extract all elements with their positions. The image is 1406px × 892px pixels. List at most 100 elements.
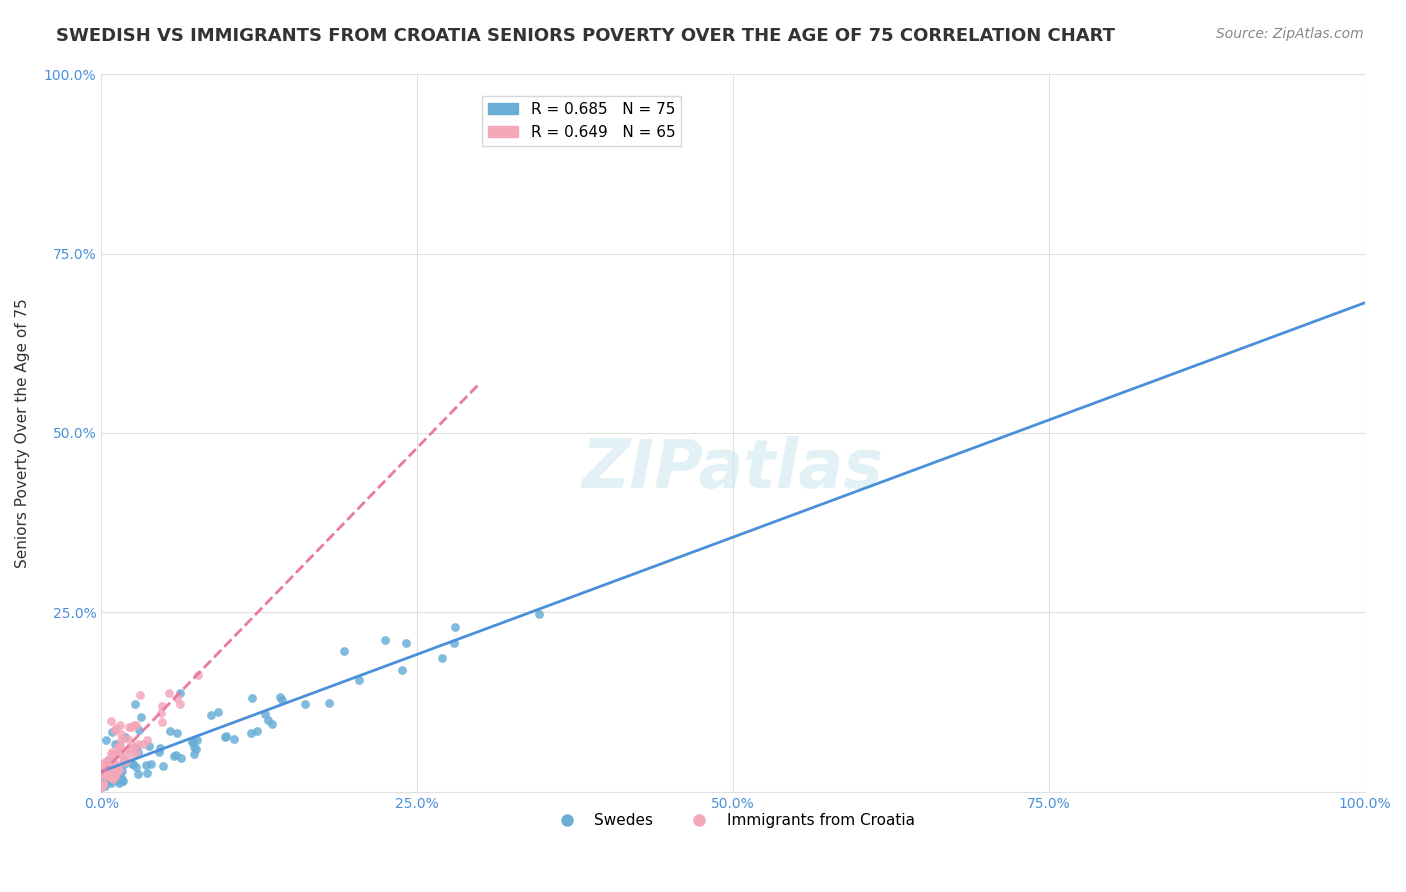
Point: [103, 764, 125, 779]
Point: [96, 769, 118, 783]
Legend: Swedes, Immigrants from Croatia: Swedes, Immigrants from Croatia: [546, 807, 921, 835]
Point: [127, 745, 149, 759]
Point: [136, 732, 159, 747]
Point: [183, 734, 205, 748]
Point: [111, 764, 134, 778]
Point: [108, 718, 131, 732]
Point: [159, 724, 181, 739]
Point: [169, 685, 191, 699]
Point: [107, 764, 129, 779]
Point: [150, 699, 173, 714]
Point: [207, 705, 229, 719]
Point: [139, 757, 162, 772]
Point: [125, 740, 148, 755]
Point: [120, 740, 142, 755]
Point: [124, 718, 146, 732]
Point: [127, 737, 149, 751]
Point: [112, 756, 135, 771]
Point: [111, 772, 134, 786]
Point: [105, 747, 128, 761]
Point: [125, 760, 148, 774]
Point: [96, 764, 118, 778]
Point: [96, 762, 118, 776]
Point: [430, 650, 453, 665]
Point: [105, 762, 128, 776]
Point: [170, 751, 193, 765]
Point: [271, 693, 294, 707]
Point: [166, 725, 188, 739]
Point: [157, 686, 180, 700]
Point: [121, 756, 143, 771]
Point: [166, 691, 188, 706]
Point: [110, 766, 132, 780]
Point: [374, 633, 396, 648]
Point: [136, 766, 159, 780]
Point: [101, 772, 124, 786]
Point: [444, 620, 467, 634]
Point: [94, 755, 117, 769]
Point: [135, 758, 157, 772]
Point: [101, 755, 124, 769]
Point: [443, 636, 465, 650]
Y-axis label: Seniors Poverty Over the Age of 75: Seniors Poverty Over the Age of 75: [15, 298, 30, 568]
Point: [240, 690, 263, 705]
Point: [138, 739, 160, 754]
Point: [150, 714, 173, 729]
Point: [91, 758, 114, 772]
Point: [97, 753, 120, 767]
Point: [90, 780, 112, 795]
Point: [93, 776, 115, 790]
Point: [110, 727, 132, 741]
Point: [257, 713, 280, 727]
Point: [122, 739, 145, 754]
Point: [200, 707, 222, 722]
Point: [108, 739, 131, 754]
Point: [90, 770, 112, 784]
Point: [91, 777, 114, 791]
Point: [105, 759, 128, 773]
Point: [108, 763, 131, 777]
Point: [169, 698, 191, 712]
Point: [122, 718, 145, 732]
Point: [183, 739, 205, 754]
Point: [91, 777, 114, 791]
Point: [96, 733, 118, 747]
Point: [105, 758, 128, 772]
Point: [224, 731, 246, 746]
Point: [262, 717, 284, 731]
Point: [105, 772, 128, 787]
Point: [98, 774, 121, 789]
Point: [97, 753, 120, 767]
Text: ZIPatlas: ZIPatlas: [582, 436, 884, 502]
Point: [391, 663, 413, 677]
Point: [254, 706, 277, 721]
Point: [181, 735, 204, 749]
Text: Source: ZipAtlas.com: Source: ZipAtlas.com: [1216, 27, 1364, 41]
Point: [108, 747, 131, 761]
Point: [120, 742, 142, 756]
Point: [104, 721, 127, 735]
Point: [100, 776, 122, 790]
Point: [98, 770, 121, 784]
Point: [318, 696, 340, 710]
Point: [98, 761, 121, 775]
Point: [112, 773, 135, 788]
Point: [103, 737, 125, 751]
Point: [127, 767, 149, 781]
Point: [394, 635, 416, 649]
Point: [125, 746, 148, 760]
Point: [115, 753, 138, 767]
Point: [112, 755, 135, 769]
Point: [100, 725, 122, 739]
Point: [94, 774, 117, 789]
Point: [104, 769, 127, 783]
Point: [101, 751, 124, 765]
Point: [246, 723, 269, 738]
Point: [529, 607, 551, 622]
Point: [131, 737, 153, 751]
Point: [165, 747, 187, 762]
Point: [107, 737, 129, 751]
Point: [112, 755, 135, 769]
Point: [117, 731, 139, 746]
Point: [128, 723, 150, 737]
